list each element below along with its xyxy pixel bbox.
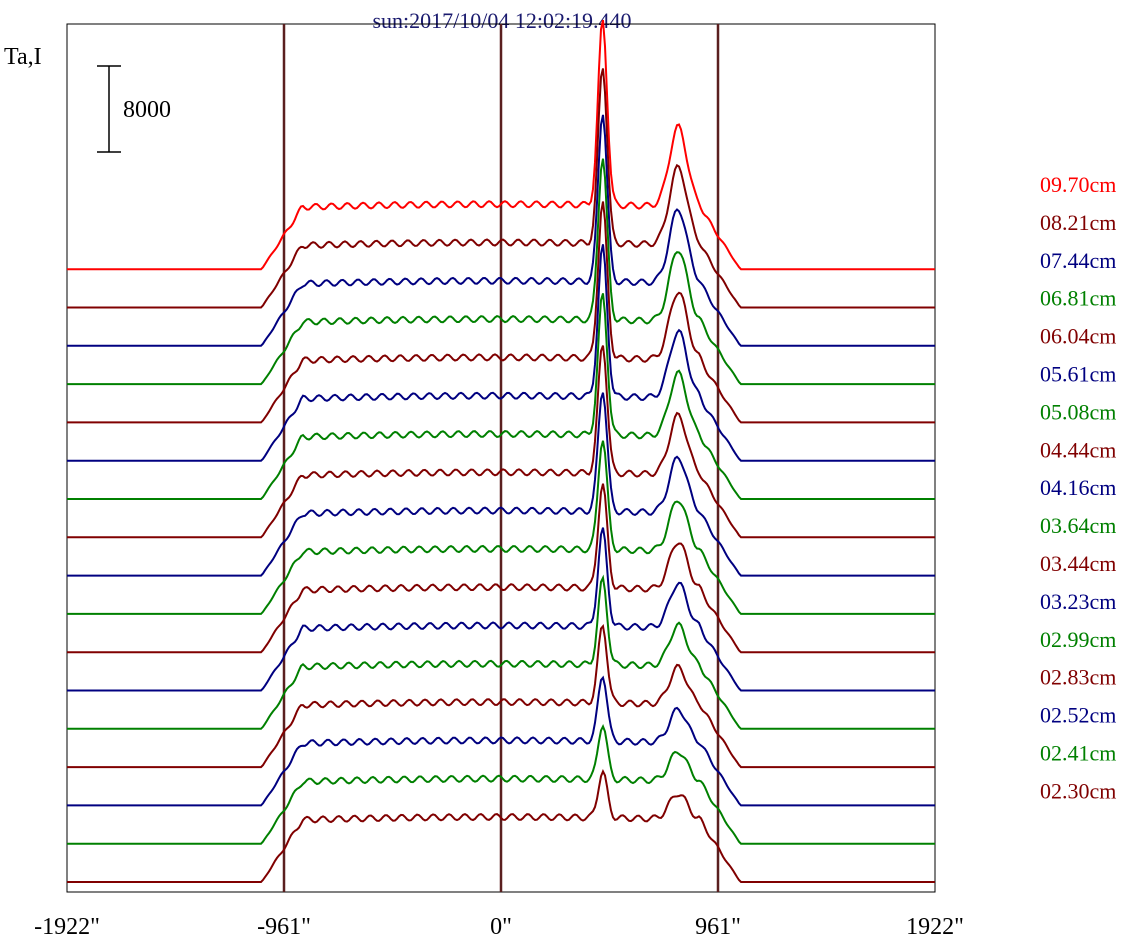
legend-entry: 05.61cm xyxy=(1040,362,1116,387)
series-line xyxy=(67,483,935,654)
legend: 09.70cm 08.21cm 07.44cm 06.81cm 06.04cm 05.61… xyxy=(1040,172,1116,803)
series-line xyxy=(67,440,935,615)
series-line xyxy=(67,244,935,462)
series-line xyxy=(67,201,935,424)
legend-entry: 04.16cm xyxy=(1040,475,1116,500)
series-line xyxy=(67,345,935,539)
series-line xyxy=(67,724,935,845)
series-line xyxy=(67,158,935,386)
series-line xyxy=(67,574,935,730)
x-tick-labels: -1922" -961" 0" 961" 1922" xyxy=(34,914,964,940)
legend-entry: 03.23cm xyxy=(1040,589,1116,614)
x-tick-label: -1922" xyxy=(34,914,100,940)
series-line xyxy=(67,527,935,692)
series-layer xyxy=(67,19,935,883)
legend-entry: 03.64cm xyxy=(1040,513,1116,538)
legend-entry: 02.52cm xyxy=(1040,703,1116,728)
legend-entry: 02.83cm xyxy=(1040,665,1116,690)
series-line xyxy=(67,19,935,271)
legend-entry: 04.44cm xyxy=(1040,437,1116,462)
legend-entry: 02.41cm xyxy=(1040,741,1116,766)
scale-bar: 8000 xyxy=(97,65,171,153)
legend-entry: 07.44cm xyxy=(1040,248,1116,273)
legend-entry: 09.70cm xyxy=(1040,172,1116,197)
legend-entry: 05.08cm xyxy=(1040,399,1116,424)
vertical-lines xyxy=(282,24,720,892)
legend-entry: 03.44cm xyxy=(1040,551,1116,576)
series-line xyxy=(67,675,935,807)
scale-bar-label: 8000 xyxy=(123,97,171,123)
x-tick-label: 961" xyxy=(695,914,741,940)
series-line xyxy=(67,68,935,309)
series-line xyxy=(67,623,935,769)
legend-entry: 02.99cm xyxy=(1040,627,1116,652)
legend-entry: 06.81cm xyxy=(1040,286,1116,311)
x-tick-label: 0" xyxy=(490,914,512,940)
x-tick-label: 1922" xyxy=(906,914,964,940)
series-line xyxy=(67,768,935,883)
x-tick-label: -961" xyxy=(257,914,311,940)
legend-entry: 06.04cm xyxy=(1040,324,1116,349)
series-line xyxy=(67,293,935,500)
y-axis-label: Ta,I xyxy=(4,44,42,70)
legend-entry: 08.21cm xyxy=(1040,210,1116,235)
legend-entry: 02.30cm xyxy=(1040,778,1116,803)
series-line xyxy=(67,114,935,347)
series-line xyxy=(67,392,935,577)
